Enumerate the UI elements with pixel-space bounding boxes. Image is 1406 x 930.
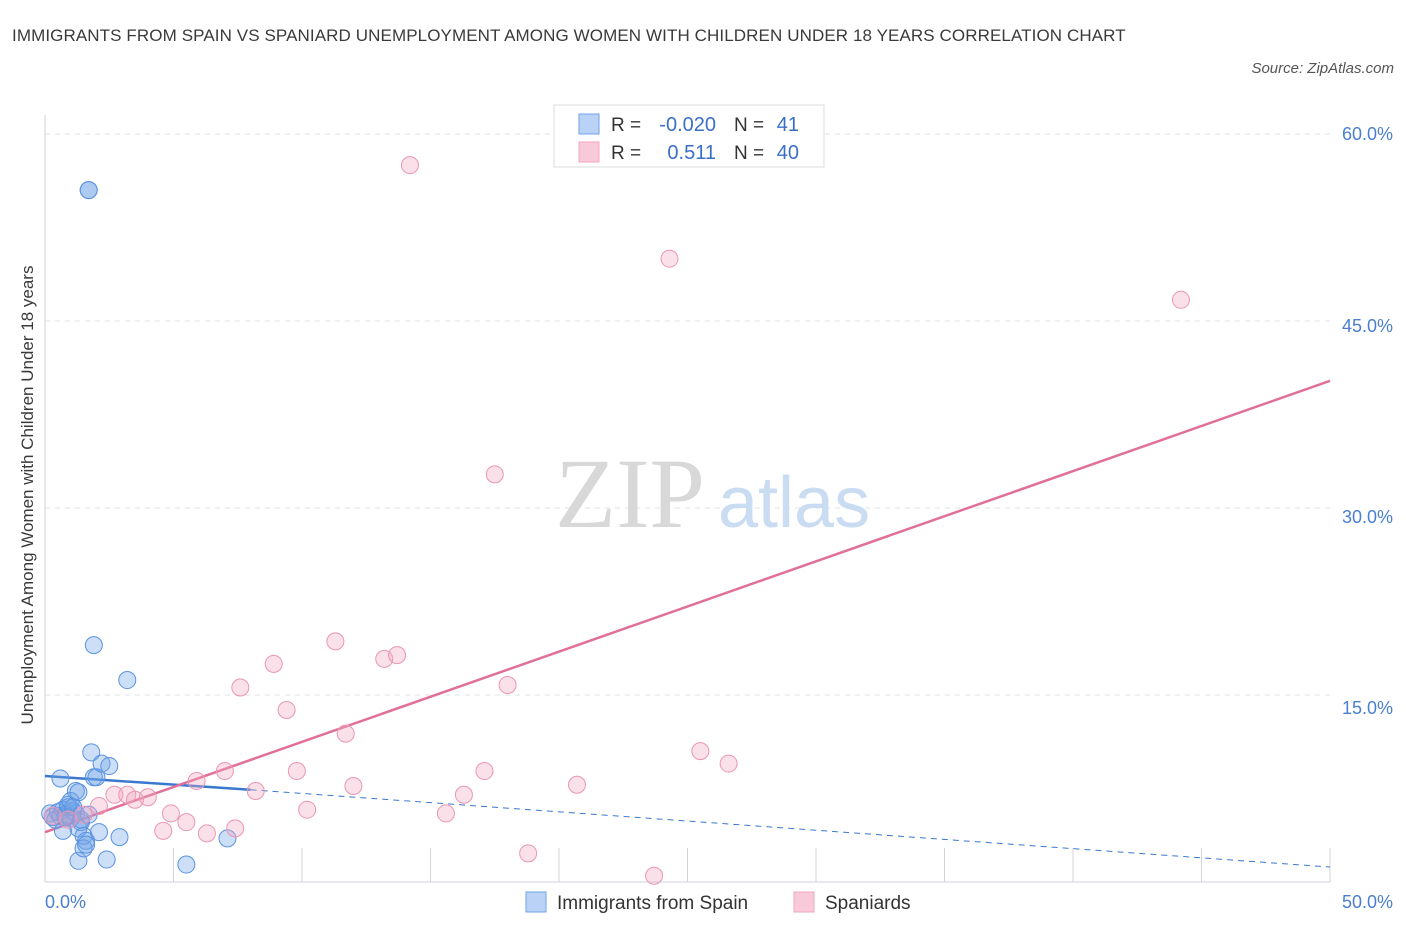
legend-label-spaniards: Spaniards <box>825 893 911 914</box>
data-point <box>344 777 363 796</box>
legend-n-value: 40 <box>777 142 799 164</box>
data-point <box>454 785 473 804</box>
chart-title: IMMIGRANTS FROM SPAIN VS SPANIARD UNEMPL… <box>12 26 1126 45</box>
correlation-legend: R = -0.020 N = 41 R = 0.511 N = 40 <box>553 104 825 168</box>
x-tick-label: 50.0% <box>1342 892 1393 912</box>
data-point <box>388 646 407 665</box>
trendline-immigrants <box>44 774 251 791</box>
legend-swatch-spaniards <box>793 891 815 913</box>
watermark-atlas: atlas <box>718 463 870 543</box>
data-point <box>51 769 70 788</box>
data-point <box>231 678 250 697</box>
data-point <box>89 823 108 842</box>
data-point <box>110 828 129 847</box>
data-point <box>59 810 78 829</box>
data-point <box>161 804 180 823</box>
source-credit: Source: ZipAtlas.com <box>1251 60 1394 77</box>
y-tick-label: 30.0% <box>1342 507 1393 527</box>
data-point <box>177 855 196 874</box>
legend-r-value: 0.511 <box>667 142 716 164</box>
data-point <box>498 676 517 695</box>
data-point <box>264 654 283 673</box>
data-point <box>519 844 538 863</box>
data-point <box>82 743 101 762</box>
data-point <box>84 636 103 655</box>
data-point <box>43 806 62 825</box>
series-legend: Immigrants from Spain Spaniards <box>525 891 911 914</box>
data-point <box>436 804 455 823</box>
data-point <box>400 156 419 175</box>
y-tick-label: 15.0% <box>1342 698 1393 718</box>
x-ticks <box>44 848 1331 882</box>
data-point <box>1171 290 1190 309</box>
data-point <box>118 671 137 690</box>
data-point <box>187 772 206 791</box>
x-tick-label: 0.0% <box>45 892 86 912</box>
legend-r-label: R = <box>611 143 641 164</box>
watermark-zip: ZIP <box>555 438 705 549</box>
series-immigrants-from-spain <box>41 181 237 874</box>
legend-swatch-blue <box>578 113 600 135</box>
y-tick-label: 60.0% <box>1342 124 1393 144</box>
data-point <box>567 775 586 794</box>
legend-n-label: N = <box>734 143 764 164</box>
y-tick-label: 45.0% <box>1342 316 1393 336</box>
data-point <box>69 783 88 802</box>
data-point <box>100 757 119 776</box>
trendlines <box>44 379 1331 868</box>
data-point <box>105 785 124 804</box>
data-point <box>77 835 96 854</box>
data-point <box>326 632 345 651</box>
data-point <box>246 781 265 800</box>
data-point <box>79 181 98 200</box>
data-point <box>226 819 245 838</box>
data-point <box>177 813 196 832</box>
data-point <box>277 700 296 719</box>
legend-n-label: N = <box>734 115 764 136</box>
data-point <box>719 754 738 773</box>
legend-r-label: R = <box>611 115 641 136</box>
data-point <box>485 465 504 484</box>
data-point <box>218 829 237 848</box>
data-point <box>89 796 108 815</box>
legend-swatch-pink <box>578 141 600 163</box>
data-point <box>77 831 96 850</box>
data-point <box>691 742 710 761</box>
gridlines <box>45 133 1330 696</box>
data-point <box>154 821 173 840</box>
data-point <box>660 249 679 268</box>
data-point <box>74 805 93 824</box>
series-spaniards <box>43 156 1190 885</box>
data-point <box>287 762 306 781</box>
data-point <box>97 850 116 869</box>
data-point <box>645 866 664 885</box>
data-point <box>475 762 494 781</box>
legend-swatch-immigrants <box>525 891 547 913</box>
data-point <box>53 821 72 840</box>
data-point <box>298 800 317 819</box>
trendline-extension <box>250 789 1331 868</box>
data-point <box>336 724 355 743</box>
legend-n-value: 41 <box>777 114 799 136</box>
legend-r-value: -0.020 <box>659 114 716 136</box>
trendline-spaniards <box>44 379 1331 834</box>
data-point <box>87 768 106 787</box>
legend-label-immigrants: Immigrants from Spain <box>557 893 748 914</box>
y-axis-label: Unemployment Among Women with Children U… <box>18 266 37 725</box>
data-point <box>138 788 157 807</box>
data-point <box>215 762 234 781</box>
data-point <box>197 824 216 843</box>
